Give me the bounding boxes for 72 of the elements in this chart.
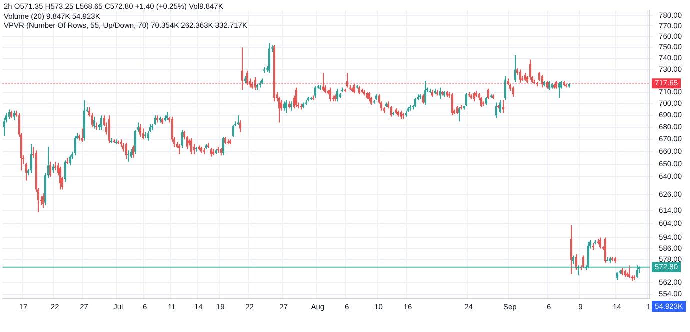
candlestick [42,193,44,209]
candlestick [8,109,10,120]
candlestick [194,144,196,155]
candlestick [628,265,630,280]
candlestick [414,98,416,108]
candlestick [346,72,348,88]
candlestick [530,59,532,80]
candlestick [500,100,502,114]
candlestick [336,88,338,102]
candlestick [246,70,248,86]
candlestick [296,87,298,108]
candlestick [4,118,6,136]
candlestick [242,47,244,91]
candlestick [466,93,468,107]
candlestick [82,128,84,143]
candlestick [496,102,498,119]
candlestick [14,110,16,121]
candlestick [314,86,316,99]
candlestick [504,76,506,101]
candlestick [284,101,286,112]
candlestick [132,145,134,159]
candlestick [582,255,584,270]
candlestick [290,101,292,112]
candlestick [190,138,192,155]
candlestick [354,84,356,94]
candlestick [74,135,76,156]
candlestick [186,135,188,150]
candlestick [240,120,242,133]
candlestick [502,100,504,114]
candlestick [542,74,544,88]
candlestick [254,77,256,91]
candlestick [600,237,602,250]
candlestick [286,100,288,114]
candlestick [512,86,514,98]
candlestick [154,115,156,126]
candlestick [368,92,370,102]
candlestick [322,72,324,92]
candlestick [140,123,142,138]
candlestick [520,69,522,84]
candlestick [422,94,424,104]
candlestick [452,93,454,116]
candlestick [330,87,332,102]
candlestick [50,161,52,178]
candlestick [30,144,32,174]
candlestick [26,162,28,182]
candlestick [480,96,482,108]
candlestick [440,87,442,100]
candlestick [278,96,280,124]
candlestick [126,142,128,160]
candlestick [390,106,392,118]
candlestick [488,88,490,100]
candlestick [514,54,516,83]
candlestick [570,224,572,275]
candlestick [458,106,460,122]
candlestick [100,115,102,130]
candlestick [94,116,96,130]
candlestick [576,254,578,270]
candlestick [558,82,560,99]
candlestick [474,92,476,102]
candlestick [222,136,224,156]
candlestick [60,166,62,190]
candlestick [64,160,66,183]
candlestick [182,129,184,149]
candlestick [172,116,174,143]
candlestick [70,155,72,166]
candlestick [424,80,426,106]
candlestick [232,124,234,138]
candlestick [178,144,180,155]
candlestick [108,115,110,144]
candlestick [142,128,144,140]
candlestick [604,237,606,264]
candlestick [268,42,270,74]
